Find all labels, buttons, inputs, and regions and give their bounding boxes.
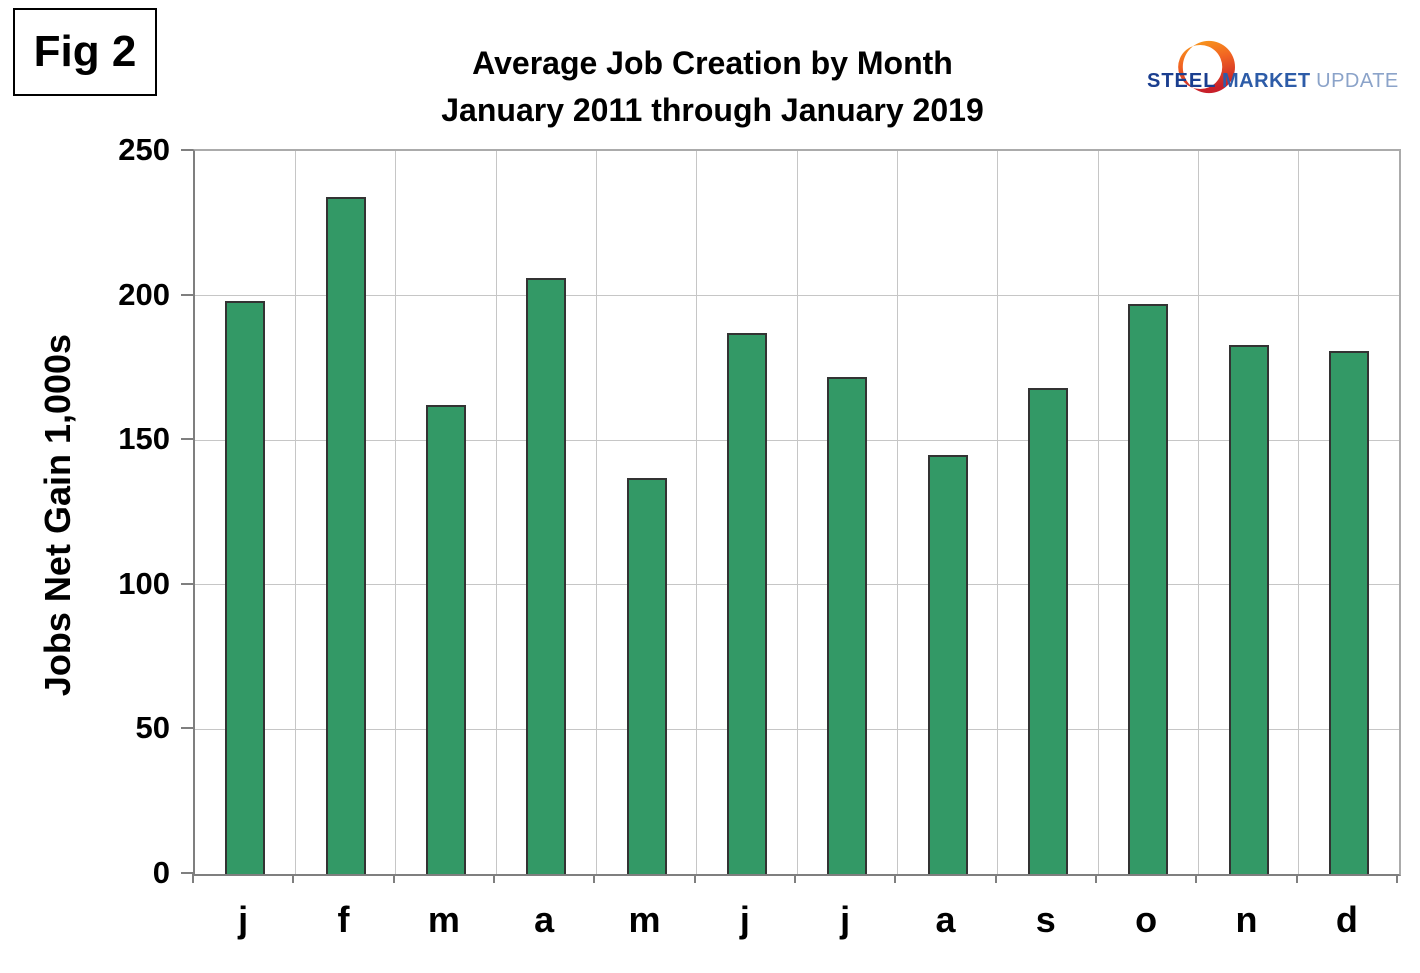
x-label-4-a: a: [534, 899, 555, 940]
x-tick-11: [1295, 874, 1298, 883]
bar-7-j: [827, 376, 868, 874]
crescent-swoosh-icon: [1178, 40, 1235, 94]
y-tick-label-50: 50: [135, 710, 170, 746]
x-tick-4: [593, 874, 596, 883]
v-gridline-10: [1197, 151, 1199, 874]
v-gridline-3: [495, 151, 497, 874]
y-tick-label-200: 200: [118, 276, 170, 312]
x-tick-1: [292, 874, 295, 883]
steel-market-update-logo: STEEL MARKET UPDATE: [1145, 36, 1415, 100]
y-tick-0: [181, 872, 193, 874]
x-label-1-j: j: [238, 899, 249, 940]
v-gridline-8: [997, 151, 999, 874]
x-label-2-f: f: [337, 899, 350, 940]
v-gridline-9: [1097, 151, 1099, 874]
chart-title: Average Job Creation by Month: [472, 45, 953, 81]
bar-3-m: [425, 405, 466, 874]
x-tick-6: [794, 874, 796, 883]
v-gridline-1: [294, 151, 296, 874]
logo-word-market: MARKET: [1222, 70, 1311, 92]
x-label-8-a: a: [935, 899, 956, 940]
v-gridline-7: [896, 151, 898, 874]
v-gridline-6: [796, 151, 798, 874]
v-gridline-2: [395, 151, 397, 874]
x-tick-12: [1396, 874, 1398, 883]
x-label-12-d: d: [1335, 899, 1358, 940]
y-tick-label-150: 150: [118, 421, 170, 457]
bar-5-m: [626, 477, 667, 874]
x-label-9-s: s: [1035, 899, 1056, 940]
y-tick-50: [181, 727, 193, 730]
x-tick-8: [994, 874, 997, 883]
x-tick-0: [192, 874, 194, 883]
chart-title-block: Average Job Creation by Month January 20…: [195, 40, 1230, 134]
x-label-6-j: j: [739, 899, 750, 940]
bar-4-a: [526, 278, 567, 874]
y-tick-250: [181, 149, 193, 151]
x-tick-5: [693, 874, 696, 883]
y-axis-title: Jobs Net Gain 1,000s: [37, 333, 78, 697]
figure-number-box: Fig 2: [13, 8, 157, 96]
x-label-3-m: m: [427, 899, 460, 940]
x-label-5-m: m: [628, 899, 661, 940]
v-gridline-5: [696, 151, 698, 874]
y-tick-label-0: 0: [152, 855, 170, 890]
logo-word-steel: STEEL: [1147, 70, 1217, 92]
y-tick-label-100: 100: [118, 565, 170, 601]
x-tick-7: [894, 874, 897, 883]
logo-word-update: UPDATE: [1316, 70, 1399, 92]
v-gridline-4: [595, 151, 597, 874]
bar-11-n: [1228, 344, 1269, 874]
bar-12-d: [1328, 350, 1369, 874]
x-tick-2: [392, 874, 395, 883]
y-tick-200: [181, 293, 193, 296]
x-label-7-j: j: [840, 899, 851, 940]
figure-number-label: Fig 2: [33, 27, 137, 76]
bar-9-s: [1027, 388, 1068, 874]
bar-2-f: [325, 197, 366, 874]
y-tick-label-250: 250: [118, 132, 170, 167]
bar-10-o: [1128, 304, 1169, 874]
x-tick-9: [1095, 874, 1097, 883]
x-label-10-o: o: [1135, 899, 1158, 940]
y-tick-100: [181, 582, 193, 585]
plot-area: [193, 149, 1401, 876]
bar-1-j: [225, 301, 266, 874]
x-label-11-n: n: [1235, 899, 1258, 940]
y-tick-150: [181, 438, 193, 441]
x-tick-3: [493, 874, 495, 883]
v-gridline-11: [1298, 151, 1300, 874]
x-tick-10: [1195, 874, 1198, 883]
bar-6-j: [726, 333, 767, 874]
logo-wordmark: STEEL MARKET UPDATE: [1147, 69, 1399, 93]
chart-subtitle: January 2011 through January 2019: [441, 92, 984, 128]
bar-8-a: [927, 454, 968, 874]
